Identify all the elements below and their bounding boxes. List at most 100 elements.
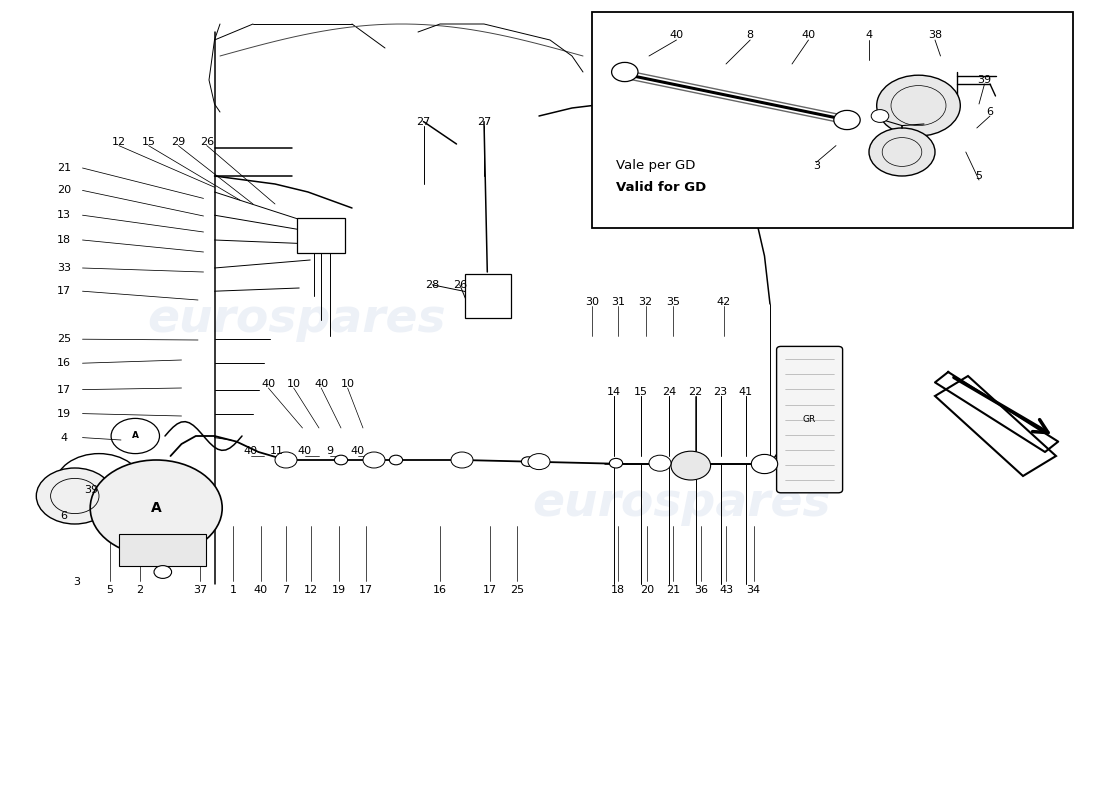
Text: 9: 9 [327,446,333,456]
Text: 30: 30 [585,298,598,307]
Text: 17: 17 [360,586,373,595]
Circle shape [869,128,935,176]
FancyBboxPatch shape [777,346,843,493]
Text: 24: 24 [662,387,675,397]
Text: 6: 6 [987,107,993,117]
Text: 35: 35 [667,298,680,307]
Text: 32: 32 [639,298,652,307]
Text: 4: 4 [866,30,872,40]
FancyBboxPatch shape [465,274,512,318]
Text: eurospares: eurospares [147,298,447,342]
Circle shape [609,458,623,468]
Circle shape [763,459,777,469]
Text: 16: 16 [57,358,70,368]
Circle shape [675,458,689,468]
Text: 5: 5 [107,586,113,595]
Text: 42: 42 [717,298,730,307]
Text: 21: 21 [667,586,680,595]
Text: 22: 22 [689,387,702,397]
Text: 11: 11 [271,446,284,456]
Circle shape [90,460,222,556]
Text: 34: 34 [747,586,760,595]
Circle shape [521,457,535,466]
Circle shape [334,455,348,465]
Text: 17: 17 [57,385,70,394]
Text: 33: 33 [57,263,70,273]
Text: 26: 26 [200,137,213,146]
Text: 23: 23 [714,387,727,397]
Circle shape [649,455,671,471]
Text: 25: 25 [510,586,524,595]
Circle shape [36,468,113,524]
Text: 31: 31 [612,298,625,307]
Text: 27: 27 [477,117,491,126]
Text: 18: 18 [57,235,70,245]
FancyBboxPatch shape [119,534,206,566]
Circle shape [671,451,711,480]
Text: 39: 39 [978,75,991,85]
Text: 13: 13 [57,210,70,220]
Circle shape [877,75,960,136]
Text: Valid for GD: Valid for GD [616,181,706,194]
FancyBboxPatch shape [592,12,1072,228]
Circle shape [455,455,469,465]
Text: eurospares: eurospares [532,482,832,526]
Text: A: A [151,501,162,515]
Text: 12: 12 [112,137,125,146]
Circle shape [834,110,860,130]
Text: GR: GR [803,415,816,424]
Circle shape [528,454,550,470]
Text: 37: 37 [194,586,207,595]
Text: 3: 3 [813,162,820,171]
Text: 14: 14 [607,387,620,397]
Text: 36: 36 [694,586,707,595]
Circle shape [751,454,778,474]
Text: 25: 25 [57,334,70,344]
Circle shape [275,452,297,468]
Text: 16: 16 [433,586,447,595]
Text: 40: 40 [262,379,275,389]
Text: 38: 38 [928,30,942,40]
Text: 18: 18 [612,586,625,595]
Text: 12: 12 [305,586,318,595]
Text: 41: 41 [739,387,752,397]
Text: 7: 7 [283,586,289,595]
Text: 2: 2 [136,586,143,595]
Text: 40: 40 [315,379,328,389]
Text: 29: 29 [172,137,185,146]
Text: 17: 17 [483,586,496,595]
Text: 40: 40 [802,30,815,40]
Text: 20: 20 [57,186,70,195]
Circle shape [363,452,385,468]
Text: 27: 27 [417,117,430,126]
Text: 39: 39 [85,485,98,494]
Circle shape [451,452,473,468]
Text: 10: 10 [341,379,354,389]
Text: 40: 40 [351,446,364,456]
Text: 20: 20 [640,586,653,595]
Text: 3: 3 [74,578,80,587]
Text: 6: 6 [60,511,67,521]
Text: 5: 5 [976,171,982,181]
Text: 19: 19 [332,586,345,595]
Text: 40: 40 [244,446,257,456]
Text: 40: 40 [670,30,683,40]
Text: 28: 28 [426,280,439,290]
Circle shape [389,455,403,465]
Text: 15: 15 [142,137,155,146]
Text: 10: 10 [287,379,300,389]
Circle shape [871,110,889,122]
Circle shape [612,62,638,82]
Circle shape [154,566,172,578]
Text: 40: 40 [254,586,267,595]
FancyBboxPatch shape [297,218,345,253]
Text: 17: 17 [57,286,70,296]
Text: 15: 15 [635,387,648,397]
Text: 4: 4 [60,433,67,442]
Circle shape [279,455,293,465]
Text: A: A [132,431,139,441]
Text: 26: 26 [453,280,466,290]
Text: 1: 1 [230,586,236,595]
Text: 40: 40 [298,446,311,456]
Text: 21: 21 [57,163,70,173]
